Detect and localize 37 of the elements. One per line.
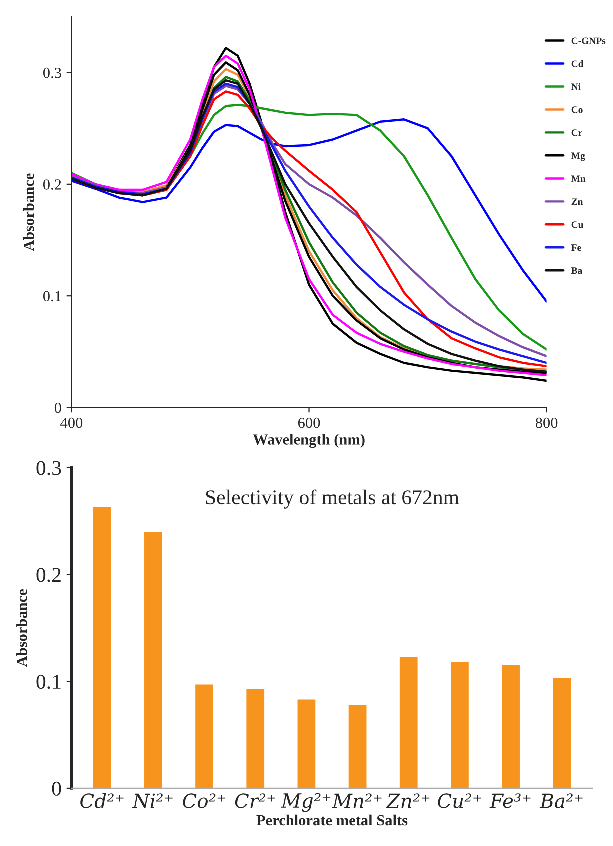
legend-label: Mn (571, 176, 586, 182)
legend-label: Ba (571, 268, 583, 274)
x-tick-label: 800 (536, 418, 558, 428)
x-tick-label: Cu²⁺ (438, 794, 482, 808)
x-tick-label: Zn²⁺ (386, 794, 430, 808)
x-tick-label: Mg²⁺ (281, 793, 331, 812)
y-axis-title: Absorbance (16, 590, 28, 668)
y-tick-label: 0.1 (36, 674, 61, 690)
x-tick-label: Mn²⁺ (332, 794, 382, 808)
legend-label: Fe (571, 244, 582, 252)
legend-label: Mg (571, 152, 586, 162)
legend-label: Cr (572, 130, 582, 136)
y-tick-label: 0.1 (43, 291, 62, 302)
x-tick-label: 600 (298, 418, 320, 428)
y-axis-title: Absorbance (23, 174, 34, 252)
y-tick-label: 0.3 (36, 461, 62, 476)
y-tick-label: 0.2 (36, 568, 61, 582)
x-tick-label: Fe³⁺ (490, 794, 531, 808)
x-tick-label: Co²⁺ (183, 794, 226, 808)
legend-label: Co (572, 106, 583, 114)
y-tick-label: 0 (54, 402, 62, 414)
legend-label: Ni (572, 83, 581, 90)
legend-label: Zn (572, 198, 584, 206)
legend-label: C-GNPs (572, 38, 606, 44)
x-axis-title: Perchlorate metal Salts (256, 814, 408, 826)
legend-label: Cu (572, 222, 584, 228)
x-tick-label: 400 (60, 418, 83, 428)
x-tick-label: Ni²⁺ (132, 794, 173, 808)
x-tick-label: Cr²⁺ (235, 794, 276, 808)
y-tick-label: 0 (52, 782, 62, 796)
x-tick-label: Cd²⁺ (80, 793, 124, 808)
y-tick-label: 0.2 (43, 180, 62, 190)
legend-label: Cd (572, 60, 584, 68)
x-axis-title: Wavelength (nm) (253, 434, 365, 448)
y-tick-label: 0.3 (43, 68, 62, 78)
text: Selectivity of metals at 672nm (206, 490, 460, 509)
x-tick-label: Ba²⁺ (540, 794, 583, 808)
